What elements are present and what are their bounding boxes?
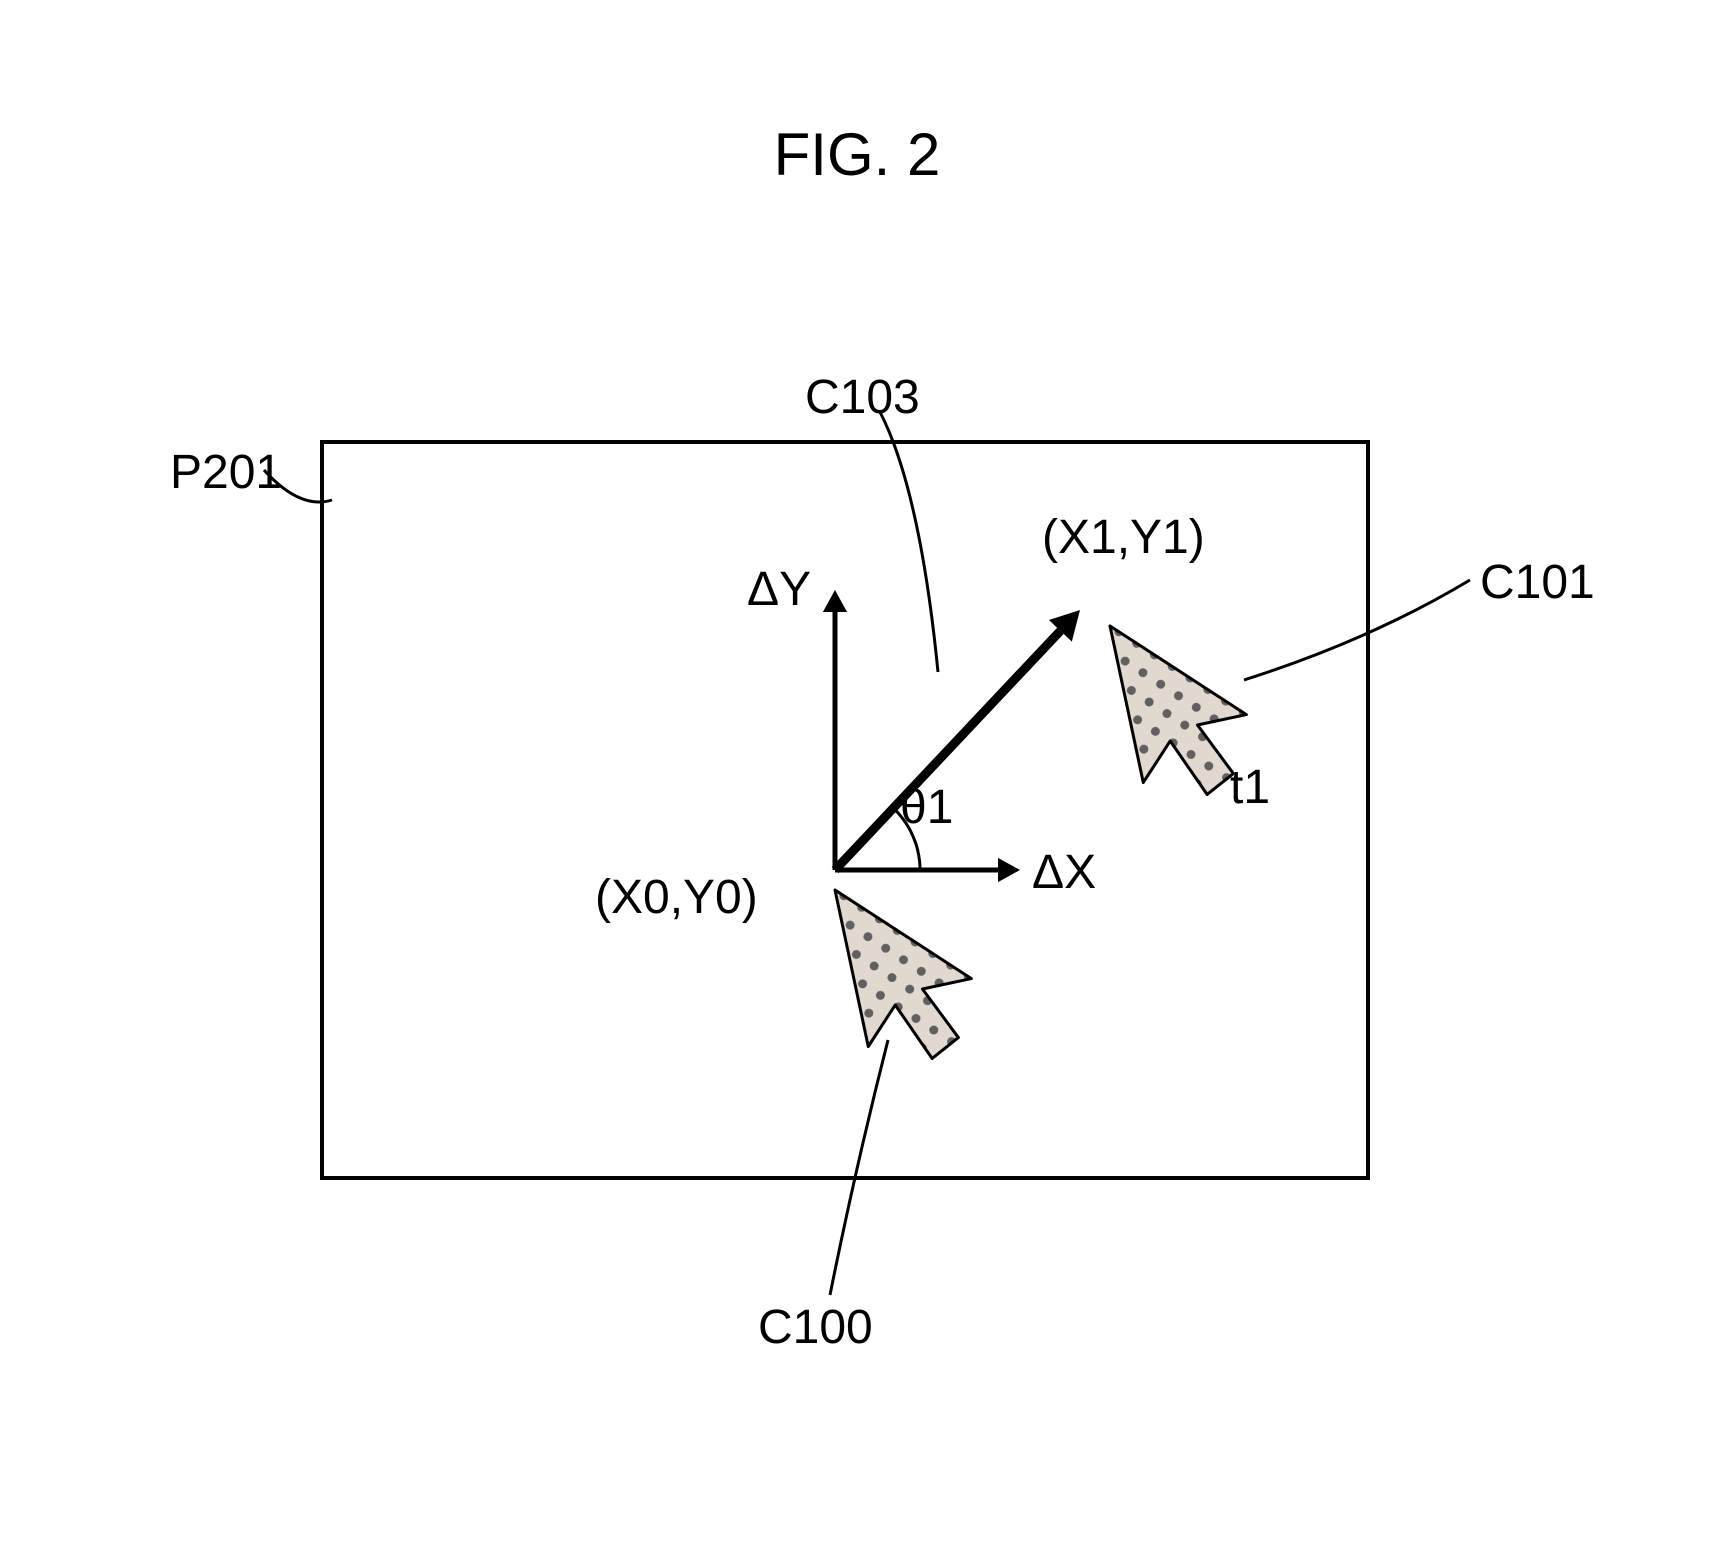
axis-delta-x (835, 858, 1020, 882)
label-theta1: θ1 (900, 780, 953, 835)
label-x1y1: (X1,Y1) (1042, 510, 1205, 565)
label-c103: C103 (805, 370, 920, 425)
label-t1: t1 (1230, 760, 1270, 815)
axis-delta-y (823, 590, 847, 870)
leader-c103 (880, 412, 938, 672)
leader-c100 (830, 1040, 888, 1295)
label-c100: C100 (758, 1300, 873, 1355)
label-p201: P201 (170, 445, 282, 500)
movement-vector (835, 610, 1080, 870)
label-c101: C101 (1480, 555, 1595, 610)
label-delta-x: ΔX (1032, 845, 1096, 900)
label-delta-y: ΔY (747, 562, 811, 617)
cursor-c100 (835, 866, 986, 1071)
leader-c101 (1244, 580, 1470, 680)
label-x0y0: (X0,Y0) (595, 870, 758, 925)
